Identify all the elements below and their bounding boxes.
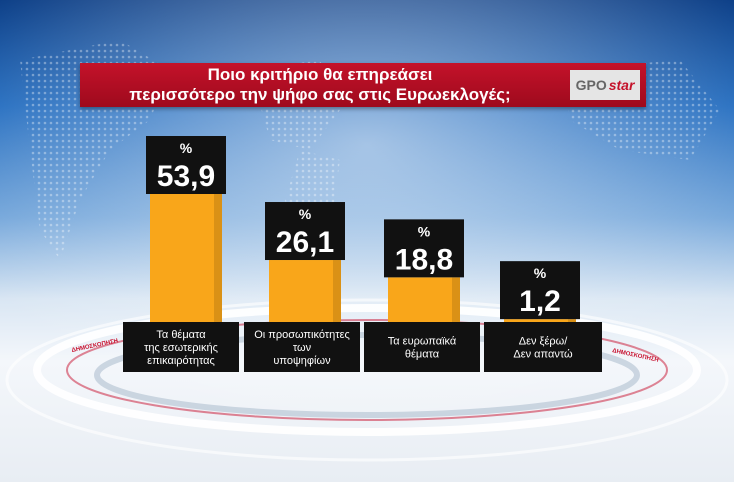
watermark-right: ΔΗΜΟΣΚΟΠΗΣΗ [612,348,659,364]
percent-symbol-4: % [534,265,547,281]
value-label-1: 53,9 [157,160,215,193]
percent-symbol-1: % [180,140,193,156]
percent-symbol-3: % [418,223,431,239]
logo-star: star [608,77,635,93]
value-label-2: 26,1 [276,226,334,259]
value-box-3 [384,219,464,278]
title-bar: Ποιο κριτήριο θα επηρεάσει περισσότερο τ… [80,63,646,107]
category-label-2: Οι προσωπικότητες των υποψηφίων [254,329,350,367]
bar-4 [504,319,576,322]
bar-3-shade [452,277,460,322]
bar-2-shade [333,260,341,322]
value-box-1 [146,136,226,194]
bar-4-shade [568,319,576,322]
title-line-1: Ποιο κριτήριο θα επηρεάσει [207,65,433,84]
value-box-2 [265,202,345,261]
category-label-3: Τα ευρωπαϊκά θέματα [388,336,457,361]
value-label-4: 1,2 [519,285,561,318]
logo-gpo: GPO [575,77,607,93]
percent-symbol-2: % [299,206,312,222]
bar-1-shade [214,194,222,322]
bar-1 [150,194,222,322]
category-box-2 [244,322,360,372]
value-label-3: 18,8 [395,243,453,276]
bar-2 [269,260,341,322]
value-box-4 [500,261,580,320]
category-label-1: Τα θέματα της εσωτερικής επικαιρότητας [144,329,218,367]
category-box-3 [364,322,480,372]
chart-title: Ποιο κριτήριο θα επηρεάσει περισσότερο τ… [80,65,560,105]
category-box-1 [123,322,239,372]
title-line-2: περισσότερο την ψήφο σας στις Ευρωεκλογέ… [129,85,511,104]
category-box-4 [484,322,602,372]
bar-3 [388,277,460,322]
category-label-4: Δεν ξέρω/Δεν απαντώ [513,336,573,361]
watermark-left: ΔΗΜΟΣΚΟΠΗΣΗ [71,338,118,354]
gpo-star-logo: GPO star [570,70,640,100]
